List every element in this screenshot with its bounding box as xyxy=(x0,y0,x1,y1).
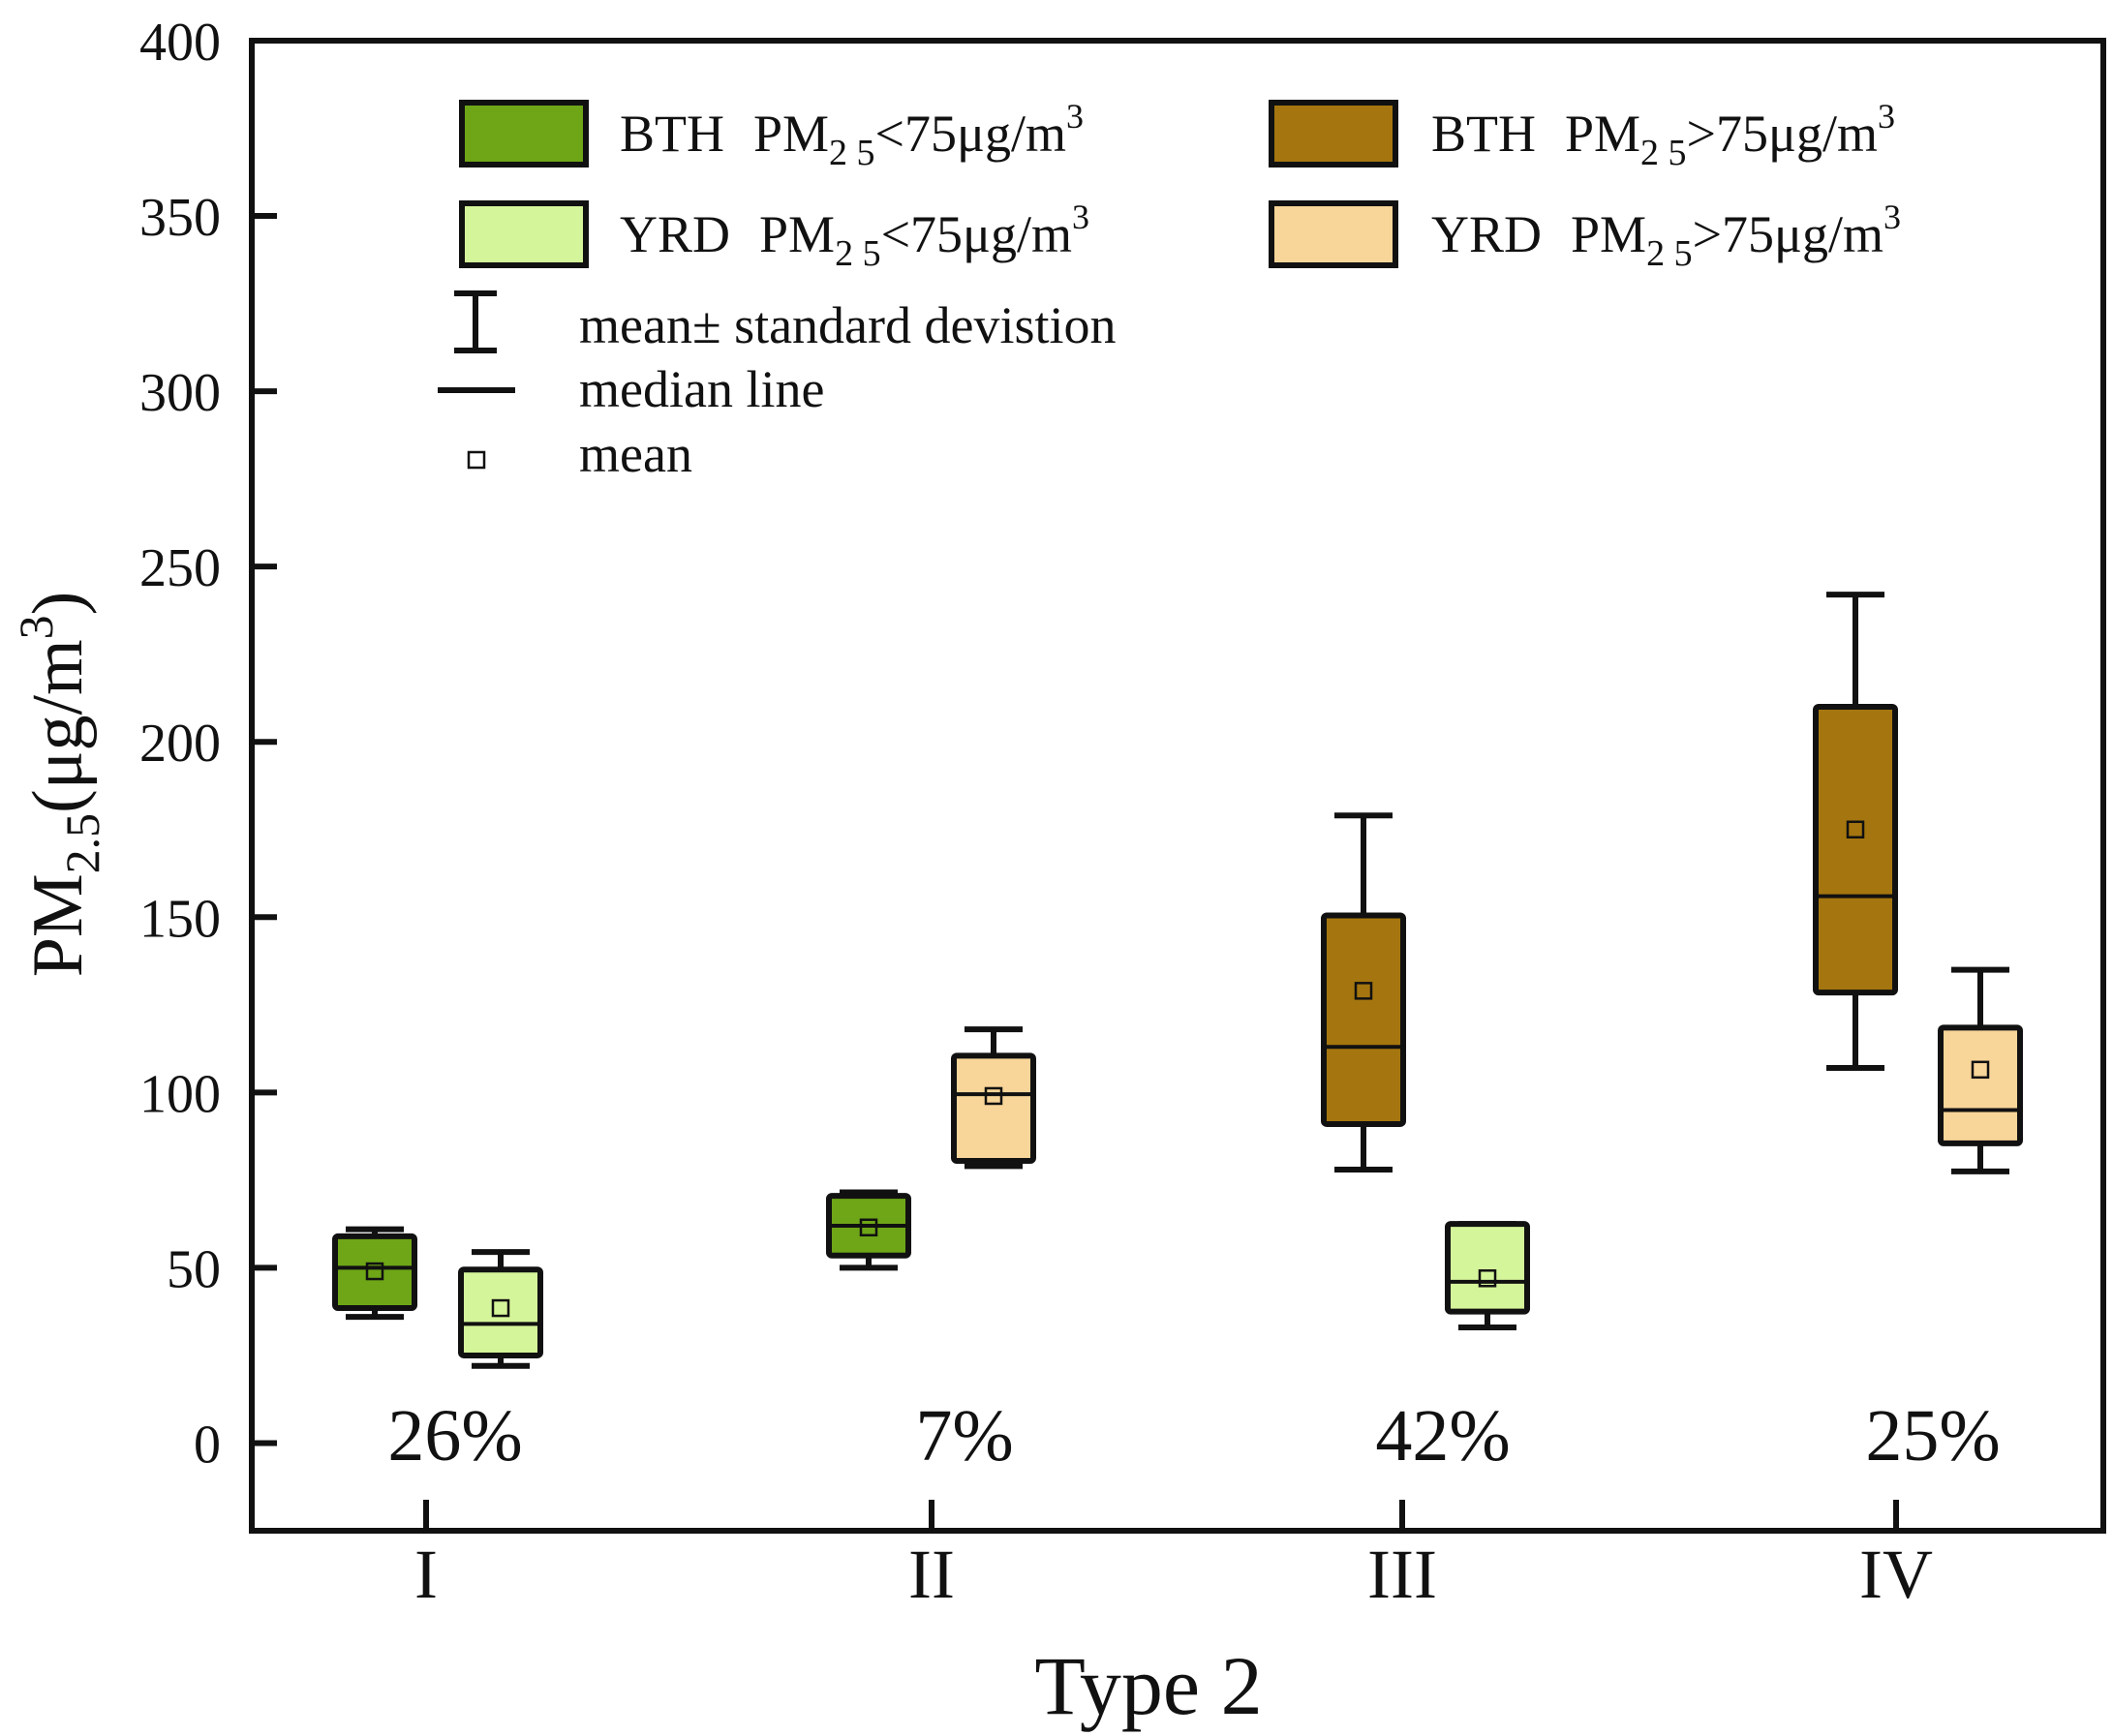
box-yrd_low-I xyxy=(458,1249,543,1369)
legend-mean-label: mean xyxy=(579,425,692,483)
box-yrd_low-III xyxy=(1445,1221,1530,1330)
y-tick-label: 100 xyxy=(139,1064,221,1124)
legend-relation: <75μg/m xyxy=(875,105,1066,163)
legend-pm: PM xyxy=(1565,105,1640,163)
legend-region: YRD xyxy=(1431,205,1542,263)
y-tick-label: 200 xyxy=(139,714,221,774)
percentage-label: 25% xyxy=(1865,1395,2000,1477)
legend-pm: PM xyxy=(753,105,829,163)
box-iqr xyxy=(1321,912,1406,1127)
legend-pm: PM xyxy=(759,205,835,263)
mean-marker xyxy=(859,1218,878,1237)
mean-marker xyxy=(1354,982,1373,1000)
x-axis-title: Type 2 xyxy=(1034,1639,1262,1732)
legend-swatch-bth_low xyxy=(459,100,589,168)
box-iqr xyxy=(1445,1221,1530,1315)
legend-relation: <75μg/m xyxy=(881,205,1072,263)
y-tick-label: 50 xyxy=(167,1239,221,1299)
legend-swatch-yrd_low xyxy=(459,200,589,268)
box-iqr xyxy=(951,1052,1036,1164)
legend-pm-subscript: 2 5 xyxy=(1646,233,1693,274)
y-tick-label: 400 xyxy=(139,13,221,73)
box-bth_low-II xyxy=(826,1189,911,1271)
mean-marker xyxy=(984,1086,1003,1106)
box-yrd_high-II xyxy=(951,1026,1036,1170)
y-axis-title-unit: (μg/m xyxy=(18,639,98,812)
plot-area-frame xyxy=(249,38,2106,1534)
box-iqr xyxy=(332,1233,417,1312)
percentage-label: 7% xyxy=(915,1395,1013,1477)
legend-pm-subscript: 2 5 xyxy=(1640,133,1687,173)
legend-pm: PM xyxy=(1571,205,1646,263)
legend-pm-subscript: 2 5 xyxy=(835,233,881,274)
legend-region: BTH xyxy=(620,105,724,163)
legend-swatch-yrd_high xyxy=(1269,200,1398,268)
y-tick-label: 250 xyxy=(139,538,221,598)
mean-marker xyxy=(1478,1269,1497,1288)
x-tick-label: III xyxy=(1367,1536,1437,1613)
y-tick-label: 350 xyxy=(139,188,221,248)
y-tick-label: 150 xyxy=(139,889,221,949)
percentage-label: 42% xyxy=(1375,1395,1510,1477)
legend-label-yrd_low: YRD PM2 5<75μg/m3 xyxy=(620,198,1089,274)
y-axis-title-close: ) xyxy=(18,592,98,616)
mean-marker xyxy=(1971,1060,1990,1080)
legend-superscript: 3 xyxy=(1072,198,1089,236)
legend-superscript: 3 xyxy=(1878,97,1895,136)
legend-superscript: 3 xyxy=(1066,97,1084,136)
box-iqr xyxy=(1813,704,1898,996)
y-axis-title-subscript: 2.5 xyxy=(55,813,109,874)
legend-median-label: median line xyxy=(579,360,824,418)
legend-mean-symbol xyxy=(467,450,486,470)
y-tick-label: 0 xyxy=(194,1415,221,1475)
box-iqr xyxy=(458,1266,543,1358)
mean-marker xyxy=(491,1298,510,1318)
box-yrd_high-IV xyxy=(1938,966,2023,1174)
y-axis-title-pm: PM xyxy=(18,873,98,977)
legend-region: YRD xyxy=(620,205,730,263)
legend-relation: >75μg/m xyxy=(1693,205,1883,263)
box-bth_low-I xyxy=(332,1226,417,1321)
legend-label-bth_high: BTH PM2 5>75μg/m3 xyxy=(1431,97,1895,173)
x-tick-label: IV xyxy=(1859,1536,1933,1613)
box-iqr xyxy=(1938,1024,2023,1146)
legend-label-bth_low: BTH PM2 5<75μg/m3 xyxy=(620,97,1084,173)
x-tick-label: I xyxy=(414,1536,438,1613)
box-bth_high-III xyxy=(1321,812,1406,1173)
y-tick-label: 300 xyxy=(139,363,221,423)
legend-swatch-bth_high xyxy=(1269,100,1398,168)
legend-sd-label: mean± standard devistion xyxy=(579,296,1117,354)
mean-marker xyxy=(365,1262,384,1281)
legend-superscript: 3 xyxy=(1883,198,1901,236)
y-axis-title: PM2.5(μg/m3) xyxy=(9,592,109,978)
legend-relation: >75μg/m xyxy=(1687,105,1878,163)
percentage-label: 26% xyxy=(387,1395,522,1477)
x-tick-label: II xyxy=(908,1536,955,1613)
box-bth_high-IV xyxy=(1813,592,1898,1072)
y-axis-title-superscript: 3 xyxy=(9,615,63,639)
mean-marker xyxy=(1846,820,1865,839)
legend-region: BTH xyxy=(1431,105,1536,163)
legend-pm-subscript: 2 5 xyxy=(829,133,875,173)
legend-label-yrd_high: YRD PM2 5>75μg/m3 xyxy=(1431,198,1901,274)
